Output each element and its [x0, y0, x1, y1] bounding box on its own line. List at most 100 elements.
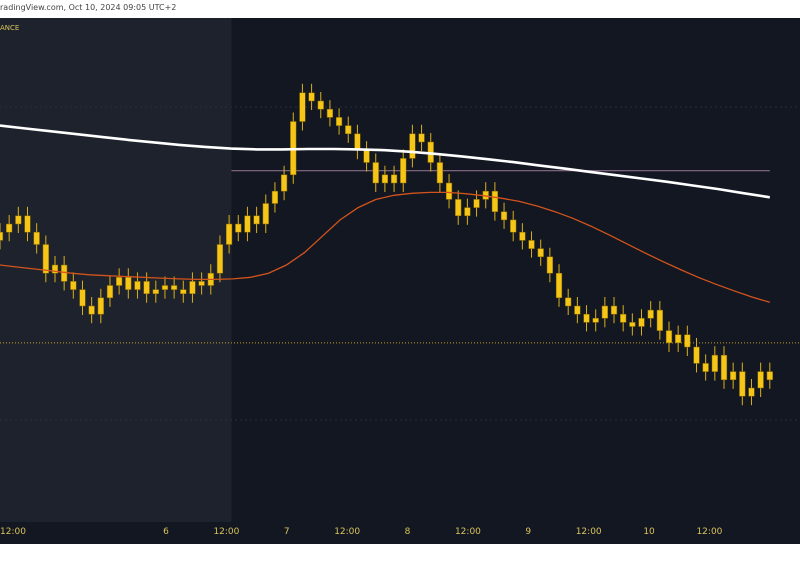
candle [693, 337, 700, 373]
candle-body [326, 108, 334, 118]
candle-body [629, 322, 636, 327]
candle-body [134, 281, 141, 290]
candle-body [510, 219, 517, 233]
candle-body [638, 318, 645, 327]
candle [281, 165, 288, 201]
candle [116, 268, 123, 295]
candle-body [42, 244, 49, 274]
candle-body [610, 305, 618, 315]
candle-body [711, 354, 718, 372]
candle [226, 214, 233, 254]
candle [583, 305, 590, 332]
candle-body [24, 215, 31, 233]
candle [216, 235, 224, 283]
candle [555, 264, 563, 307]
candle-body [116, 277, 123, 286]
candle [684, 325, 691, 357]
candles [0, 83, 773, 406]
candle-body [171, 285, 178, 290]
candle-body [583, 313, 590, 323]
candle-body [372, 162, 379, 184]
x-tick-label: 7 [284, 527, 290, 537]
candle [730, 362, 737, 389]
candle [97, 288, 104, 324]
candle [455, 190, 462, 225]
candle-body [152, 289, 159, 294]
candle [372, 153, 379, 193]
candle [592, 309, 599, 332]
candle [335, 108, 343, 135]
candle-body [33, 231, 40, 245]
candle-body [601, 305, 608, 319]
candle [601, 296, 608, 328]
candle [748, 378, 755, 406]
x-tick-label: 12:00 [334, 527, 360, 537]
candle [235, 214, 242, 242]
candle [189, 272, 196, 303]
candle-body [317, 100, 324, 110]
candle-body [519, 231, 526, 241]
candle [381, 165, 388, 193]
candle [262, 194, 269, 234]
x-tick-label: 9 [525, 527, 531, 537]
candle-body [766, 371, 773, 381]
x-axis-strip [0, 522, 800, 544]
candle-body [665, 330, 673, 344]
candle-body [226, 223, 233, 245]
x-tick-label: 12:00 [455, 527, 481, 537]
candle-body [565, 297, 572, 307]
candle-body [730, 371, 737, 381]
x-axis-ticks: 12:00 6 12:00 7 12:00 8 12:00 9 12:00 10 12:00 [0, 527, 723, 537]
candle-body [418, 133, 425, 143]
candle [464, 198, 471, 225]
candle [500, 202, 508, 229]
candle-body [363, 149, 370, 163]
candle-body [79, 289, 86, 307]
candle-body [354, 133, 361, 151]
grid-lines [0, 106, 800, 421]
candle [308, 83, 315, 111]
candle-body [235, 223, 242, 233]
candle-body [546, 256, 553, 274]
candle [546, 247, 553, 283]
candle-body [620, 313, 627, 323]
candle [702, 354, 709, 381]
candle [0, 223, 4, 250]
ema-fast-line [0, 191, 770, 303]
candle-body [253, 215, 260, 225]
candle [171, 276, 178, 299]
ema-slow-line [0, 124, 771, 199]
candle [15, 206, 22, 234]
candle-body [500, 211, 508, 221]
candle-body [0, 231, 4, 241]
candle-body [647, 309, 654, 319]
candle [757, 362, 764, 398]
candle [198, 272, 205, 295]
candle [51, 255, 59, 283]
candle-body [308, 92, 315, 102]
candle-body [244, 215, 251, 233]
candle-body [409, 133, 416, 159]
candle-body [675, 334, 682, 344]
candle [665, 321, 673, 352]
candle-body [656, 309, 663, 331]
candle [675, 325, 682, 352]
candle [409, 124, 416, 168]
candle-body [720, 354, 728, 381]
candle [537, 239, 544, 266]
candle [418, 124, 425, 152]
x-tick-label: 12:00 [213, 527, 239, 537]
candle [436, 153, 443, 193]
x-tick-label: 12:00 [696, 527, 722, 537]
candle-body [455, 199, 462, 217]
candle-body [216, 244, 224, 274]
candle-body [537, 248, 544, 258]
candle-body [528, 240, 535, 249]
candle-body [436, 162, 443, 184]
candle-body [281, 174, 288, 192]
candle-body [189, 281, 196, 294]
candle-body [464, 207, 471, 217]
candle-body [684, 334, 691, 348]
candle [620, 305, 627, 332]
